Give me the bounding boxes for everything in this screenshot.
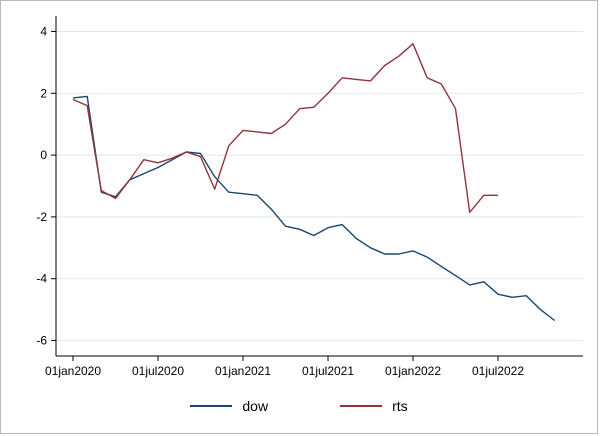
legend-line-sample-dow [190, 405, 233, 407]
legend-label-dow: dow [242, 398, 269, 414]
x-tick-label: 01jan2022 [385, 364, 441, 378]
y-tick-label: 2 [40, 86, 47, 100]
series-line-rts [72, 43, 498, 214]
chart-legend: dow rts [1, 379, 597, 433]
legend-label-rts: rts [392, 398, 408, 414]
y-tick-label: -6 [36, 334, 47, 348]
y-tick-label: -4 [36, 272, 47, 286]
legend-item-rts: rts [340, 398, 408, 414]
y-tick-label: 4 [40, 24, 47, 38]
x-tick-label: 01jan2021 [215, 364, 271, 378]
legend-item-dow: dow [190, 398, 268, 414]
y-tick-label: -2 [36, 210, 47, 224]
y-tick-label: 0 [40, 148, 47, 162]
x-tick-label: 01jul2022 [472, 364, 524, 378]
x-tick-label: 01jul2020 [132, 364, 184, 378]
x-tick-label: 01jan2020 [45, 364, 101, 378]
line-chart-plot-area: -6 -4 -2 0 2 4 01jan2020 01jul2020 01jan2021 01ju… [36, 16, 583, 378]
legend-line-sample-rts [340, 405, 383, 407]
series-line-dow [72, 95, 556, 322]
x-tick-label: 01jul2021 [302, 364, 354, 378]
